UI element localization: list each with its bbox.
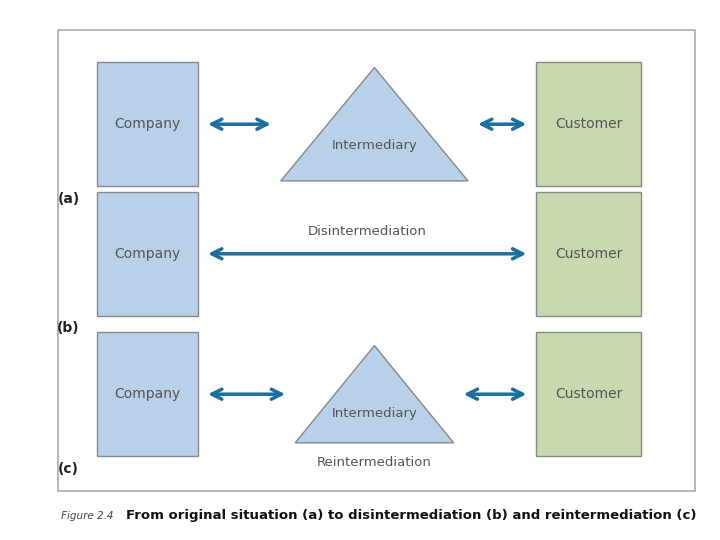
Text: Customer: Customer (555, 117, 622, 131)
Text: Customer: Customer (555, 387, 622, 401)
Text: Customer: Customer (555, 247, 622, 261)
Polygon shape (281, 68, 468, 181)
Text: From original situation (a) to disintermediation (b) and reintermediation (c): From original situation (a) to disinterm… (126, 509, 696, 522)
Text: (a): (a) (58, 192, 79, 206)
Text: Intermediary: Intermediary (331, 407, 418, 420)
Text: (b): (b) (57, 321, 80, 335)
Bar (97, 192, 198, 316)
Bar (536, 192, 641, 316)
Text: (c): (c) (58, 462, 79, 476)
Bar (97, 332, 198, 456)
Text: Company: Company (114, 117, 181, 131)
Polygon shape (295, 346, 454, 443)
Text: Figure 2.4: Figure 2.4 (61, 511, 114, 521)
Text: Intermediary: Intermediary (331, 139, 418, 152)
Bar (536, 332, 641, 456)
Text: Company: Company (114, 247, 181, 261)
Text: Reintermediation: Reintermediation (317, 456, 432, 469)
Text: Disintermediation: Disintermediation (307, 225, 427, 238)
Text: Company: Company (114, 387, 181, 401)
Bar (58, 30, 695, 491)
Bar (97, 62, 198, 186)
Bar (536, 62, 641, 186)
